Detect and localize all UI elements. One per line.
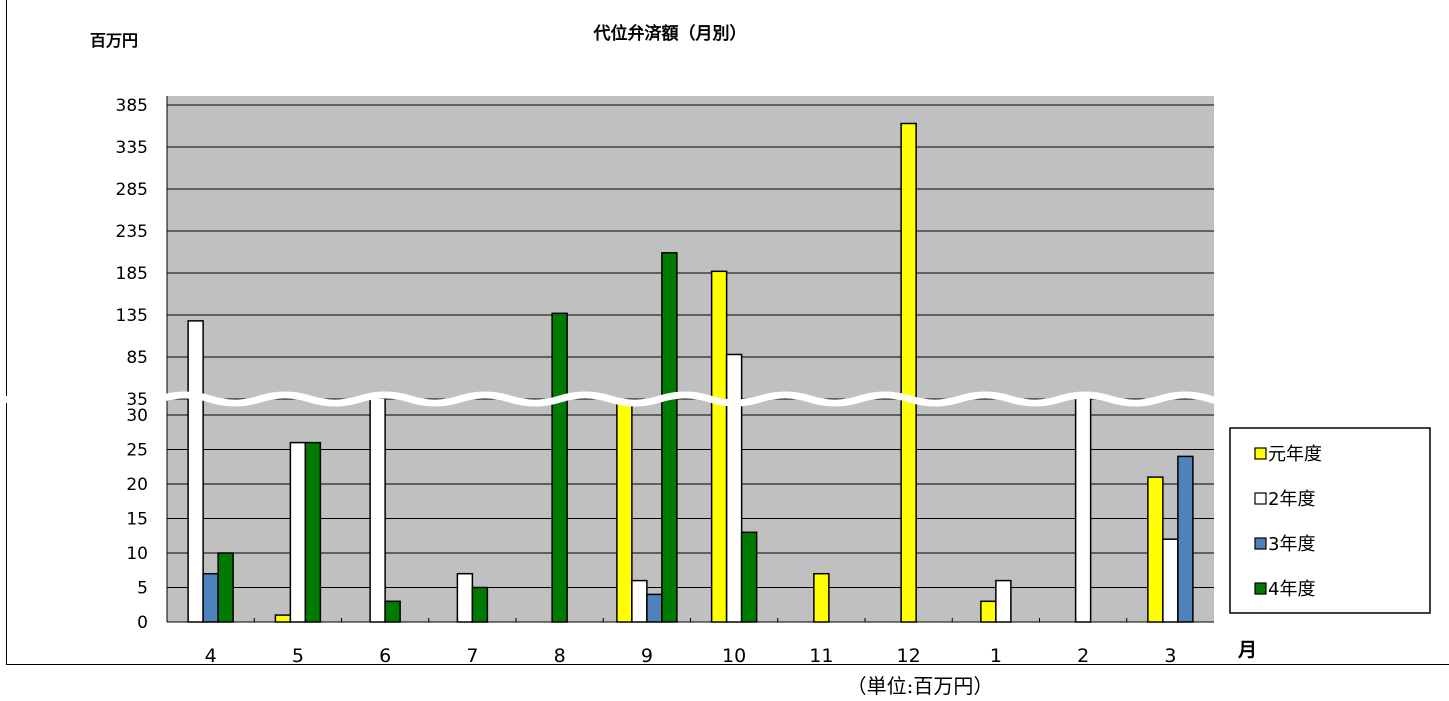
y-tick-label: 10 (126, 544, 148, 564)
bar-元年度-12 (900, 122, 917, 623)
plot-background (167, 96, 1214, 622)
legend-label: 元年度 (1268, 444, 1322, 465)
bar-2年度-1 (995, 579, 1012, 623)
axis-break (0, 391, 1264, 407)
bar-4年度-7 (471, 586, 489, 623)
legend-label: 2年度 (1268, 489, 1315, 510)
bar-2年度-3 (1162, 538, 1179, 623)
bar-4年度-10 (740, 531, 758, 623)
plot-area (167, 96, 1214, 622)
bar-2年度-4 (187, 320, 204, 623)
legend-label: 3年度 (1268, 534, 1315, 555)
axis-break-wave (156, 391, 1264, 407)
x-tick-label: 7 (466, 645, 478, 667)
x-tick-label: 5 (292, 645, 304, 667)
bar-2年度-7 (456, 572, 474, 623)
y-tick-label: 85 (126, 348, 148, 368)
bar-4年度-8 (551, 312, 568, 623)
y-tick-label: 285 (116, 180, 148, 200)
y-tick-label: 235 (116, 222, 148, 242)
legend-swatch (1254, 537, 1267, 550)
x-tick-label: 11 (809, 645, 833, 667)
x-categories: 4 5 6 7 8 9 10 11 12 1 2 3 (205, 645, 1177, 667)
bar-元年度-3 (1147, 476, 1164, 623)
bar-2年度-6 (369, 397, 386, 623)
unit-note: （単位:百万円） (847, 674, 994, 698)
bar-4年度-6 (384, 600, 401, 623)
bar-元年度-5 (274, 614, 292, 623)
bar-元年度-11 (813, 572, 830, 623)
x-axis-label: 月 (1237, 639, 1257, 661)
axis-break-gap (0, 396, 156, 403)
bar-4年度-5 (304, 441, 322, 623)
legend-swatch (1254, 492, 1267, 505)
bar-元年度-10 (710, 270, 728, 623)
y-tick-label: 35 (126, 390, 148, 410)
y-tick-label: 15 (126, 510, 148, 530)
gridlines (166, 96, 1214, 623)
y-axis-label: 百万円 (90, 31, 138, 50)
y-tick-label: 185 (116, 264, 148, 284)
y-tick-label: 20 (126, 475, 148, 495)
bar-4年度-4 (217, 552, 234, 623)
x-tick-label: 8 (554, 645, 566, 667)
y-tick-label: 135 (116, 306, 148, 326)
x-tick-label: 3 (1164, 645, 1176, 667)
bar-2年度-9 (631, 579, 648, 623)
x-tick-label: 10 (722, 645, 746, 667)
x-tick-label: 2 (1077, 645, 1089, 667)
y-tick-label: 0 (137, 613, 148, 633)
bar-3年度-9 (646, 593, 663, 623)
y-tick-label: 385 (116, 96, 148, 116)
y-tick-label: 335 (116, 138, 148, 158)
legend-swatch (1254, 447, 1267, 460)
y-tick-label: 5 (137, 579, 148, 599)
x-tick-label: 4 (205, 645, 217, 667)
x-tick-label: 12 (897, 645, 921, 667)
legend-swatch (1254, 582, 1267, 595)
bar-元年度-1 (980, 600, 997, 623)
frame-bottom-line (6, 664, 1449, 665)
bar-元年度-9 (616, 399, 633, 623)
y-tick-label: 25 (126, 441, 148, 461)
y-tick-label: 30 (126, 406, 148, 426)
bars (187, 122, 1194, 623)
legend-label: 4年度 (1268, 579, 1315, 600)
bar-4年度-9 (661, 252, 678, 623)
bar-3年度-3 (1177, 455, 1194, 623)
x-tick-label: 6 (379, 645, 391, 667)
bar-2年度-5 (289, 441, 307, 623)
legend: 元年度 2年度 3年度 4年度 (1229, 427, 1431, 614)
chart-title: 代位弁済額（月別） (593, 23, 747, 44)
x-tick-label: 1 (990, 645, 1002, 667)
frame-left-line (6, 0, 7, 664)
bar-2年度-10 (725, 353, 743, 623)
bar-3年度-4 (202, 572, 219, 623)
bar-2年度-2 (1074, 395, 1092, 623)
x-tick-label: 9 (641, 645, 653, 667)
